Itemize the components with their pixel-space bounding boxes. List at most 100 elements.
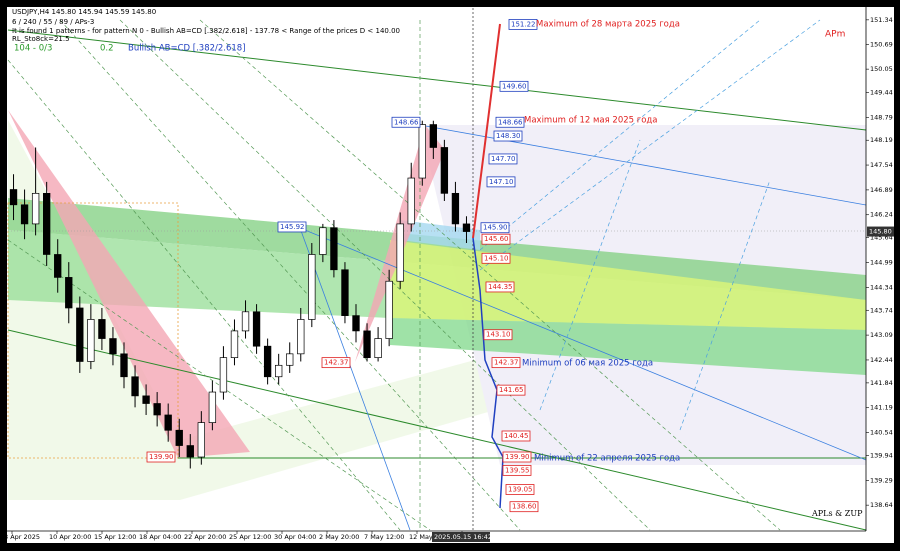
level-label: 149.60 bbox=[502, 82, 527, 90]
candle-body bbox=[252, 311, 261, 347]
level-box bbox=[481, 252, 511, 264]
candle-body bbox=[76, 307, 84, 362]
candle-body bbox=[208, 391, 217, 423]
level-label: 139.05 bbox=[508, 485, 533, 493]
candle-body bbox=[263, 345, 272, 378]
channel-line bbox=[299, 227, 411, 531]
point-label: 142.37 bbox=[324, 359, 349, 367]
candle-body bbox=[352, 315, 360, 332]
level-label: 151.22 bbox=[511, 20, 536, 28]
y-tick-label: 140.54 bbox=[870, 429, 893, 437]
candle-body bbox=[385, 280, 393, 339]
y-tick-label: 144.99 bbox=[870, 259, 893, 267]
candle-body bbox=[286, 353, 294, 366]
fan-line bbox=[199, 19, 781, 531]
candle-body bbox=[451, 192, 460, 225]
x-tick-label: 7 May 12:00 bbox=[364, 533, 404, 541]
annotation: Minimum of 22 апреля 2025 года bbox=[534, 454, 680, 464]
x-tick-label: 18 Apr 04:00 bbox=[139, 533, 181, 541]
fan-line bbox=[679, 179, 771, 431]
level-box bbox=[485, 281, 515, 293]
y-tick-label: 141.84 bbox=[870, 379, 893, 387]
zone bbox=[400, 220, 480, 250]
candle-body bbox=[407, 177, 415, 225]
level-label: 148.66 bbox=[498, 118, 523, 126]
candle-body bbox=[65, 277, 73, 309]
x-tick-label: 2025.05.15 16:42 bbox=[434, 533, 492, 541]
level-box bbox=[501, 430, 531, 442]
candle-body bbox=[98, 319, 106, 339]
level-box bbox=[486, 176, 516, 188]
y-tick-label: 144.34 bbox=[870, 283, 893, 291]
candle-body bbox=[429, 124, 437, 148]
fan-line bbox=[479, 19, 761, 251]
candle-body bbox=[363, 330, 371, 359]
watermark: APLs & ZUP bbox=[811, 509, 863, 518]
y-tick-label: 138.64 bbox=[870, 501, 893, 509]
candle-body bbox=[462, 223, 471, 232]
point-label: 145.92 bbox=[280, 223, 305, 231]
y-tick-label: 150.05 bbox=[870, 65, 893, 73]
level-box bbox=[483, 329, 513, 341]
candle-body bbox=[87, 319, 95, 362]
projection-up bbox=[472, 23, 501, 239]
price-axis bbox=[866, 7, 894, 531]
point-label: 148.66 bbox=[394, 118, 419, 126]
y-tick-label: 139.29 bbox=[870, 476, 893, 484]
y-tick-label: 143.09 bbox=[870, 331, 893, 339]
y-tick-label: 150.69 bbox=[870, 41, 893, 49]
current-price-label: 145.80 bbox=[869, 228, 892, 236]
channel-line bbox=[299, 227, 867, 461]
level-box bbox=[509, 501, 539, 513]
candle-body bbox=[109, 338, 117, 355]
level-box bbox=[499, 80, 529, 92]
annotation: Maximum of 28 марта 2025 года bbox=[536, 20, 680, 30]
level-label: 147.70 bbox=[491, 155, 516, 163]
candle-body bbox=[186, 445, 194, 458]
level-label: 143.10 bbox=[486, 331, 511, 339]
current-price-box bbox=[867, 226, 894, 237]
y-tick-label: 146.24 bbox=[870, 211, 893, 219]
level-label: 139.90 bbox=[505, 453, 530, 461]
fan-line bbox=[479, 19, 821, 271]
candle-body bbox=[31, 192, 40, 225]
x-tick-label: 3 Apr 2025 bbox=[4, 533, 40, 541]
level-box bbox=[505, 484, 535, 495]
y-tick-label: 146.89 bbox=[870, 186, 893, 194]
point-box bbox=[146, 451, 176, 463]
annotation: Minimum of 06 мая 2025 года bbox=[522, 359, 653, 369]
candle-body bbox=[142, 395, 150, 404]
level-box bbox=[502, 451, 532, 463]
pattern-count: 104 - 0/3 bbox=[14, 44, 52, 54]
level-label: 144.35 bbox=[488, 283, 513, 291]
y-tick-label: 142.44 bbox=[870, 356, 893, 364]
y-tick-label: 147.54 bbox=[870, 161, 893, 169]
y-tick-label: 141.19 bbox=[870, 404, 893, 412]
candle-body bbox=[440, 147, 449, 194]
x-tick-label: 30 Apr 04:00 bbox=[274, 533, 316, 541]
settings-line: 6 / 240 / 55 / 89 / APs-3 bbox=[12, 18, 94, 26]
candle-body bbox=[175, 429, 183, 446]
stoch-line: RL_Sto8ck=21.5 bbox=[12, 35, 70, 43]
candle-body bbox=[54, 254, 62, 278]
pattern-line: It is found 1 patterns - for pattern N 0… bbox=[12, 27, 400, 35]
y-tick-label: 148.79 bbox=[870, 113, 893, 121]
y-tick-label: 148.19 bbox=[870, 136, 893, 144]
candle-body bbox=[241, 311, 250, 332]
pattern-triangle bbox=[8, 110, 250, 458]
candle-body bbox=[230, 330, 239, 359]
y-tick-label: 149.44 bbox=[870, 88, 893, 96]
level-label: 141.65 bbox=[499, 386, 524, 394]
candle-body bbox=[275, 364, 283, 378]
candle-body bbox=[164, 414, 172, 431]
x-tick-label: 12 May 04:00 bbox=[409, 533, 454, 541]
level-box bbox=[502, 464, 532, 476]
trend-line bbox=[7, 329, 867, 531]
level-box bbox=[491, 357, 521, 369]
candle-body bbox=[153, 403, 161, 416]
candle-body bbox=[330, 227, 338, 271]
level-box bbox=[481, 233, 511, 245]
level-box bbox=[508, 19, 538, 30]
